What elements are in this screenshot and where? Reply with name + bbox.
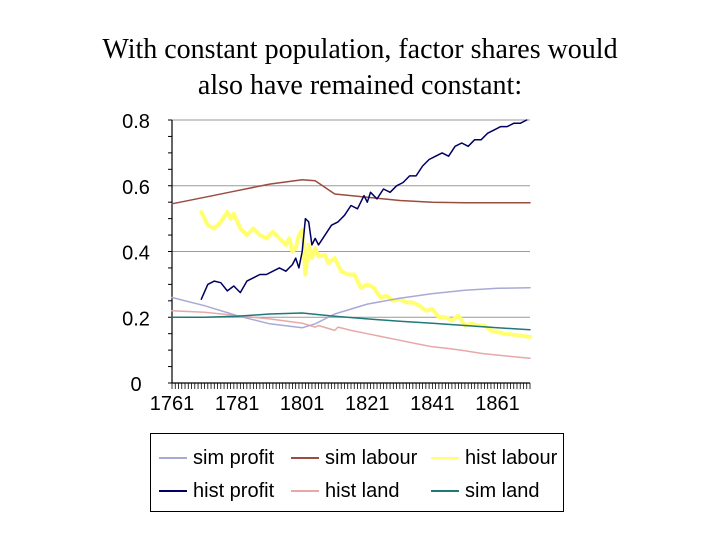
legend-label: hist profit — [193, 479, 275, 502]
legend-swatch — [291, 490, 319, 492]
legend-item-sim-land: sim land — [431, 479, 539, 503]
legend-label: sim land — [465, 479, 540, 502]
legend-swatch — [291, 457, 319, 459]
x-tick-label: 1821 — [345, 393, 390, 415]
legend-swatch — [431, 490, 459, 492]
slide-title-line-1: With constant population, factor shares … — [102, 34, 618, 65]
legend-swatch — [159, 490, 187, 492]
legend-label: sim profit — [193, 446, 275, 469]
x-tick-label: 1761 — [150, 393, 195, 415]
legend-label: hist labour — [465, 446, 558, 469]
y-tick-label: 0 — [130, 374, 141, 396]
legend-item-hist-profit: hist profit — [159, 479, 274, 503]
x-tick-label: 1861 — [475, 393, 520, 415]
y-tick-label: 0.4 — [122, 243, 150, 265]
slide-title: With constant population, factor shares … — [0, 32, 720, 104]
x-tick-label: 1841 — [410, 393, 455, 415]
series-line-sim-profit — [171, 286, 531, 329]
y-tick-label: 0.6 — [122, 177, 150, 199]
series-line-hist-profit — [200, 119, 528, 300]
legend-swatch — [159, 457, 187, 459]
slide-title-line-2: also have remained constant: — [197, 70, 523, 101]
y-tick-label: 0.8 — [122, 111, 150, 133]
chart-legend: sim profit sim labour hist labour hist p… — [150, 433, 564, 512]
x-tick-label: 1801 — [280, 393, 325, 415]
legend-item-sim-labour: sim labour — [291, 446, 417, 470]
series-line-sim-labour — [171, 179, 531, 205]
legend-item-hist-land: hist land — [291, 479, 400, 503]
legend-item-sim-profit: sim profit — [159, 446, 274, 470]
legend-label: sim labour — [325, 446, 418, 469]
legend-label: hist land — [325, 479, 400, 502]
x-tick-label: 1781 — [215, 393, 260, 415]
series-line-hist-labour — [199, 210, 532, 339]
legend-item-hist-labour: hist labour — [431, 446, 557, 470]
y-tick-label: 0.2 — [122, 308, 150, 330]
legend-swatch — [431, 457, 459, 459]
series-line-hist-land — [171, 309, 531, 360]
series-line-sim-land — [171, 312, 531, 331]
